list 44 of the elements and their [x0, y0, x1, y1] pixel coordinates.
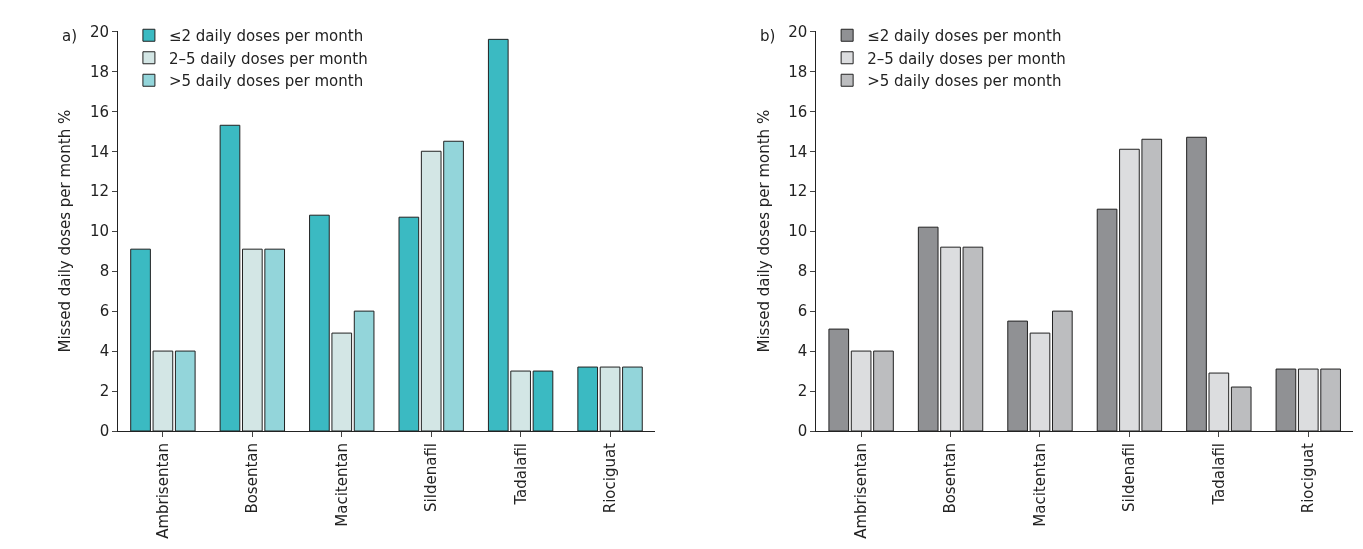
legend-label: >5 daily doses per month — [168, 72, 364, 91]
x-tick-label: Tadalafil — [1209, 443, 1228, 506]
y-axis-title: Missed daily doses per month % — [754, 109, 773, 353]
x-tick-label: Riociguat — [1299, 442, 1318, 514]
y-tick-label: 16 — [90, 102, 110, 121]
y-tick-label: 8 — [99, 262, 110, 281]
x-tick-label: Sildenafil — [422, 443, 441, 512]
y-axis-title: Missed daily doses per month % — [56, 109, 75, 353]
y-tick-label: 0 — [797, 422, 808, 441]
y-tick-label: 8 — [797, 262, 808, 281]
y-tick-label: 6 — [797, 302, 808, 321]
legend-label: >5 daily doses per month — [867, 72, 1062, 91]
y-tick-label: 12 — [90, 182, 110, 201]
y-tick-label: 2 — [99, 382, 110, 401]
y-tick-label: 4 — [797, 342, 808, 361]
x-tick-label: Bosentan — [941, 443, 960, 514]
x-tick-label: Riociguat — [600, 442, 619, 514]
legend-label: ≤2 daily doses per month — [867, 27, 1062, 46]
y-tick-label: 16 — [788, 102, 808, 121]
y-tick-label: 20 — [90, 22, 110, 41]
y-tick-label: 18 — [788, 62, 808, 81]
x-tick-label: Ambrisentan — [852, 443, 870, 539]
x-tick-label: Macitentan — [1030, 443, 1049, 527]
x-tick-label: Tadalafil — [511, 443, 530, 506]
y-tick-label: 2 — [797, 382, 808, 401]
y-tick-label: 14 — [90, 142, 110, 161]
x-tick-label: Sildenafil — [1120, 443, 1139, 512]
y-tick-label: 6 — [99, 302, 110, 321]
chart-title: a) — [62, 27, 78, 45]
legend-label: 2–5 daily doses per month — [867, 49, 1066, 68]
y-tick-label: 18 — [90, 62, 110, 81]
y-tick-label: 12 — [788, 182, 808, 201]
chart-title: b) — [760, 27, 776, 45]
y-tick-label: 4 — [99, 342, 110, 361]
legend-label: 2–5 daily doses per month — [168, 49, 368, 68]
y-tick-label: 20 — [788, 22, 808, 41]
y-tick-label: 0 — [99, 422, 110, 441]
y-tick-label: 10 — [90, 222, 110, 241]
x-tick-label: Bosentan — [243, 443, 262, 514]
x-tick-label: Macitentan — [332, 443, 351, 527]
y-tick-label: 10 — [788, 222, 808, 241]
legend-label: ≤2 daily doses per month — [168, 27, 364, 46]
x-tick-label: Ambrisentan — [153, 443, 172, 539]
y-tick-label: 14 — [788, 142, 808, 161]
